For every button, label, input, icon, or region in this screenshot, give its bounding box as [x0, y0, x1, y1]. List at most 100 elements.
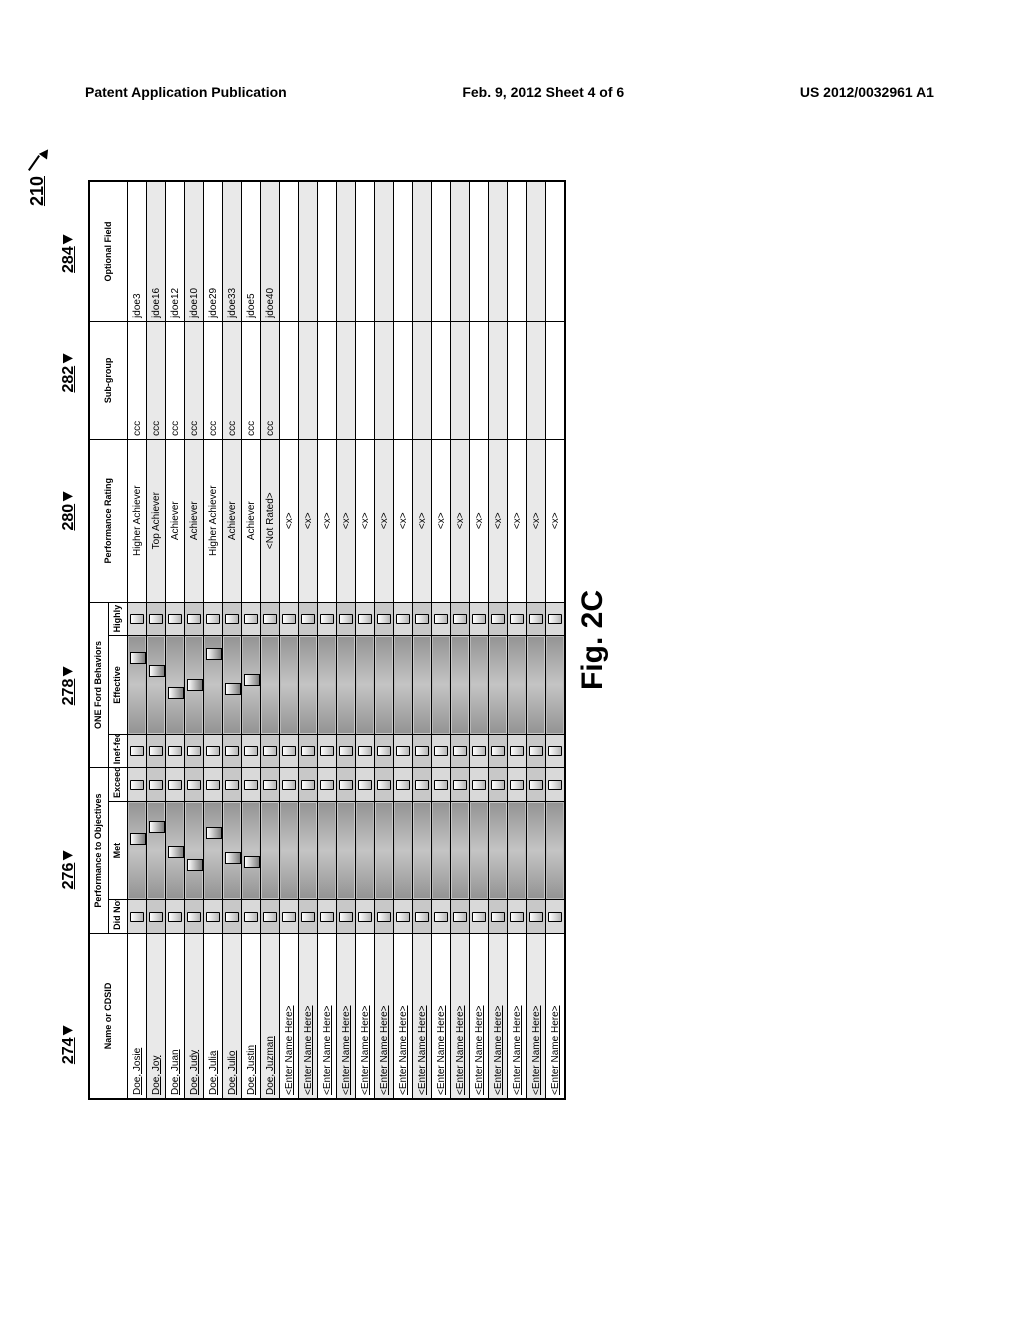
slider-stop[interactable] [147, 768, 166, 802]
slider-stop[interactable] [375, 768, 394, 802]
slider-stop[interactable] [299, 768, 318, 802]
slider-track[interactable] [223, 636, 242, 734]
slider-stop[interactable] [299, 602, 318, 636]
slider-track[interactable] [318, 801, 337, 899]
slider-track[interactable] [242, 636, 261, 734]
slider-stop[interactable] [128, 900, 147, 934]
slider-track[interactable] [527, 801, 546, 899]
slider-stop[interactable] [375, 602, 394, 636]
slider-stop[interactable] [470, 768, 489, 802]
slider-marker[interactable] [244, 856, 260, 868]
slider-stop[interactable] [470, 734, 489, 768]
slider-track[interactable] [280, 801, 299, 899]
slider-stop[interactable] [261, 900, 280, 934]
slider-track[interactable] [223, 801, 242, 899]
name-cell[interactable]: Doe, Juzman [261, 933, 280, 1099]
slider-stop[interactable] [432, 900, 451, 934]
slider-stop[interactable] [394, 768, 413, 802]
slider-stop[interactable] [280, 602, 299, 636]
slider-stop[interactable] [394, 734, 413, 768]
name-cell[interactable]: <Enter Name Here> [546, 933, 566, 1099]
slider-stop[interactable] [223, 768, 242, 802]
slider-stop[interactable] [299, 900, 318, 934]
slider-stop[interactable] [356, 900, 375, 934]
slider-stop[interactable] [546, 734, 566, 768]
slider-track[interactable] [375, 801, 394, 899]
slider-stop[interactable] [489, 734, 508, 768]
slider-track[interactable] [394, 636, 413, 734]
slider-stop[interactable] [204, 900, 223, 934]
slider-stop[interactable] [432, 768, 451, 802]
slider-marker[interactable] [206, 648, 222, 660]
name-cell[interactable]: Doe, Josie [128, 933, 147, 1099]
slider-stop[interactable] [356, 768, 375, 802]
slider-track[interactable] [356, 636, 375, 734]
slider-track[interactable] [432, 636, 451, 734]
name-cell[interactable]: <Enter Name Here> [508, 933, 527, 1099]
slider-stop[interactable] [413, 734, 432, 768]
slider-track[interactable] [337, 801, 356, 899]
slider-stop[interactable] [432, 734, 451, 768]
slider-marker[interactable] [225, 683, 241, 695]
slider-marker[interactable] [168, 846, 184, 858]
slider-stop[interactable] [242, 734, 261, 768]
slider-track[interactable] [413, 801, 432, 899]
slider-stop[interactable] [318, 768, 337, 802]
slider-track[interactable] [451, 636, 470, 734]
slider-stop[interactable] [147, 900, 166, 934]
slider-track[interactable] [546, 801, 566, 899]
slider-stop[interactable] [451, 602, 470, 636]
slider-stop[interactable] [546, 602, 566, 636]
slider-stop[interactable] [242, 602, 261, 636]
slider-track[interactable] [318, 636, 337, 734]
slider-stop[interactable] [337, 768, 356, 802]
slider-stop[interactable] [508, 900, 527, 934]
slider-track[interactable] [261, 636, 280, 734]
slider-marker[interactable] [130, 652, 146, 664]
slider-track[interactable] [432, 801, 451, 899]
name-cell[interactable]: <Enter Name Here> [527, 933, 546, 1099]
slider-stop[interactable] [166, 734, 185, 768]
slider-marker[interactable] [130, 833, 146, 845]
slider-stop[interactable] [204, 602, 223, 636]
slider-stop[interactable] [451, 768, 470, 802]
slider-track[interactable] [242, 801, 261, 899]
slider-stop[interactable] [546, 768, 566, 802]
name-cell[interactable]: Doe, Judy [185, 933, 204, 1099]
slider-track[interactable] [337, 636, 356, 734]
slider-stop[interactable] [299, 734, 318, 768]
slider-track[interactable] [356, 801, 375, 899]
slider-track[interactable] [527, 636, 546, 734]
slider-stop[interactable] [394, 900, 413, 934]
slider-track[interactable] [451, 801, 470, 899]
slider-stop[interactable] [470, 602, 489, 636]
name-cell[interactable]: Doe, Juan [166, 933, 185, 1099]
slider-stop[interactable] [489, 768, 508, 802]
name-cell[interactable]: <Enter Name Here> [413, 933, 432, 1099]
slider-stop[interactable] [128, 734, 147, 768]
slider-track[interactable] [128, 801, 147, 899]
slider-stop[interactable] [375, 734, 394, 768]
slider-track[interactable] [413, 636, 432, 734]
name-cell[interactable]: <Enter Name Here> [280, 933, 299, 1099]
slider-track[interactable] [204, 801, 223, 899]
slider-stop[interactable] [489, 900, 508, 934]
slider-track[interactable] [394, 801, 413, 899]
slider-stop[interactable] [280, 900, 299, 934]
name-cell[interactable]: <Enter Name Here> [375, 933, 394, 1099]
slider-stop[interactable] [185, 734, 204, 768]
slider-track[interactable] [166, 636, 185, 734]
slider-track[interactable] [147, 801, 166, 899]
slider-stop[interactable] [489, 602, 508, 636]
slider-track[interactable] [185, 801, 204, 899]
slider-stop[interactable] [166, 900, 185, 934]
slider-marker[interactable] [244, 674, 260, 686]
slider-stop[interactable] [337, 602, 356, 636]
slider-track[interactable] [375, 636, 394, 734]
slider-stop[interactable] [337, 734, 356, 768]
slider-stop[interactable] [508, 734, 527, 768]
slider-stop[interactable] [147, 602, 166, 636]
slider-stop[interactable] [223, 734, 242, 768]
slider-stop[interactable] [413, 602, 432, 636]
name-cell[interactable]: <Enter Name Here> [451, 933, 470, 1099]
